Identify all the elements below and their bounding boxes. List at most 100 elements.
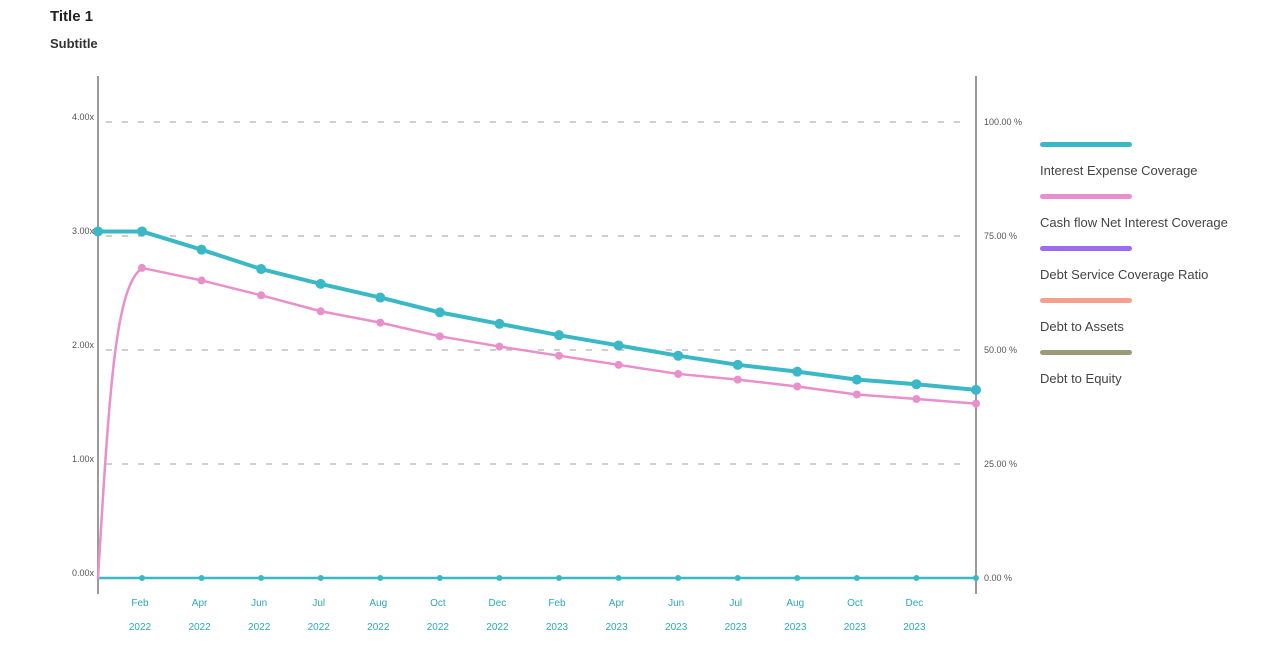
- legend-label: Debt to Equity: [1040, 371, 1122, 386]
- baseline-marker: [556, 575, 562, 581]
- baseline-marker: [198, 575, 205, 581]
- right-y-tick-label: 25.00 %: [984, 459, 1017, 469]
- x-tick-label: 2022: [248, 622, 271, 633]
- data-point: [613, 340, 624, 351]
- right-y-tick-label: 50.00 %: [984, 345, 1017, 355]
- data-point: [196, 244, 207, 255]
- baseline-marker: [853, 575, 860, 581]
- y-tick-label: 0.00x: [72, 568, 95, 578]
- right-y-tick-label: 0.00 %: [984, 573, 1012, 583]
- legend-item[interactable]: Debt to Equity: [1040, 350, 1240, 392]
- data-point: [495, 342, 504, 351]
- x-tick-label: 2022: [188, 622, 211, 633]
- x-tick-label: Feb: [548, 598, 566, 609]
- x-tick-label: Aug: [786, 598, 804, 609]
- data-point: [971, 384, 981, 395]
- x-tick-label: 2023: [665, 622, 688, 633]
- y-tick-label: 3.00x: [72, 226, 95, 236]
- data-point: [554, 330, 564, 341]
- data-point: [494, 318, 505, 329]
- x-tick-label: 2022: [367, 622, 390, 633]
- legend-swatch: [1040, 298, 1132, 303]
- x-tick-label: 2023: [903, 622, 926, 633]
- legend: Interest Expense Coverage Cash flow Net I…: [1040, 138, 1240, 402]
- data-point: [792, 366, 803, 377]
- grid: [106, 121, 968, 465]
- x-tick-label: 2022: [129, 622, 152, 633]
- x-tick-label: 2022: [486, 622, 509, 633]
- y-tick-label: 2.00x: [72, 340, 95, 350]
- data-point: [137, 226, 147, 237]
- data-point: [435, 332, 444, 341]
- baseline-marker: [973, 575, 979, 581]
- legend-item[interactable]: Interest Expense Coverage: [1040, 142, 1240, 184]
- data-point: [733, 375, 742, 384]
- baseline-marker: [377, 575, 384, 581]
- data-point: [911, 379, 922, 390]
- data-point: [614, 360, 623, 369]
- x-tick-label: Apr: [609, 598, 625, 609]
- x-tick-label: 2023: [605, 622, 628, 633]
- data-point: [93, 226, 103, 237]
- data-point: [375, 292, 386, 303]
- legend-swatch: [1040, 142, 1132, 147]
- x-tick-label: 2023: [546, 622, 569, 633]
- x-tick-label: Oct: [847, 598, 863, 609]
- legend-swatch: [1040, 246, 1132, 251]
- legend-label: Cash flow Net Interest Coverage: [1040, 215, 1228, 230]
- data-point: [434, 307, 445, 318]
- x-tick-label: 2023: [844, 622, 867, 633]
- right-y-tick-label: 75.00 %: [984, 231, 1017, 241]
- baseline-marker: [258, 575, 265, 581]
- y-tick-label: 1.00x: [72, 454, 95, 464]
- right-y-tick-label: 100.00 %: [984, 117, 1022, 127]
- legend-label: Debt to Assets: [1040, 319, 1124, 334]
- chart-title: Title 1: [50, 8, 94, 25]
- x-tick-label: Dec: [906, 598, 924, 609]
- data-point: [197, 276, 206, 285]
- data-point: [555, 351, 563, 360]
- tick-labels: 0.00x 1.00x 2.00x 3.00x 4.00x 0.00 % 25.00 % 50…: [72, 112, 1022, 633]
- x-tick-label: 2023: [784, 622, 807, 633]
- x-tick-label: Jul: [312, 598, 325, 609]
- legend-label: Debt Service Coverage Ratio: [1040, 267, 1209, 282]
- data-point: [851, 374, 862, 385]
- baseline-marker: [734, 575, 741, 581]
- legend-swatch: [1040, 350, 1132, 355]
- series: [93, 226, 981, 580]
- data-point: [793, 382, 802, 391]
- x-tick-label: 2023: [725, 622, 748, 633]
- x-tick-label: Oct: [430, 598, 446, 609]
- x-tick-label: Apr: [192, 598, 208, 609]
- legend-item[interactable]: Cash flow Net Interest Coverage: [1040, 194, 1240, 236]
- baseline-marker: [794, 575, 801, 581]
- y-tick-label: 4.00x: [72, 112, 95, 122]
- x-tick-label: 2022: [308, 622, 331, 633]
- data-point: [138, 263, 146, 272]
- data-point: [315, 278, 326, 289]
- x-tick-label: 2022: [427, 622, 450, 633]
- x-tick-label: Jul: [729, 598, 742, 609]
- baseline-marker: [675, 575, 682, 581]
- x-tick-label: Dec: [489, 598, 507, 609]
- data-point: [674, 369, 683, 378]
- axes: [97, 76, 979, 594]
- x-tick-label: Jun: [251, 598, 267, 609]
- x-tick-label: Feb: [131, 598, 149, 609]
- baseline-marker: [139, 575, 145, 581]
- data-point: [257, 291, 266, 300]
- x-tick-label: Jun: [668, 598, 684, 609]
- baseline-marker: [317, 575, 324, 581]
- legend-swatch: [1040, 194, 1132, 199]
- data-point: [972, 399, 980, 408]
- data-point: [673, 350, 684, 361]
- legend-item[interactable]: Debt to Assets: [1040, 298, 1240, 340]
- baseline-marker: [913, 575, 920, 581]
- baseline-marker: [496, 575, 503, 581]
- series-line: [96, 229, 978, 392]
- data-point: [732, 359, 743, 370]
- x-tick-label: Aug: [369, 598, 387, 609]
- legend-item[interactable]: Debt Service Coverage Ratio: [1040, 246, 1240, 288]
- data-point: [316, 307, 325, 316]
- data-point: [912, 395, 921, 404]
